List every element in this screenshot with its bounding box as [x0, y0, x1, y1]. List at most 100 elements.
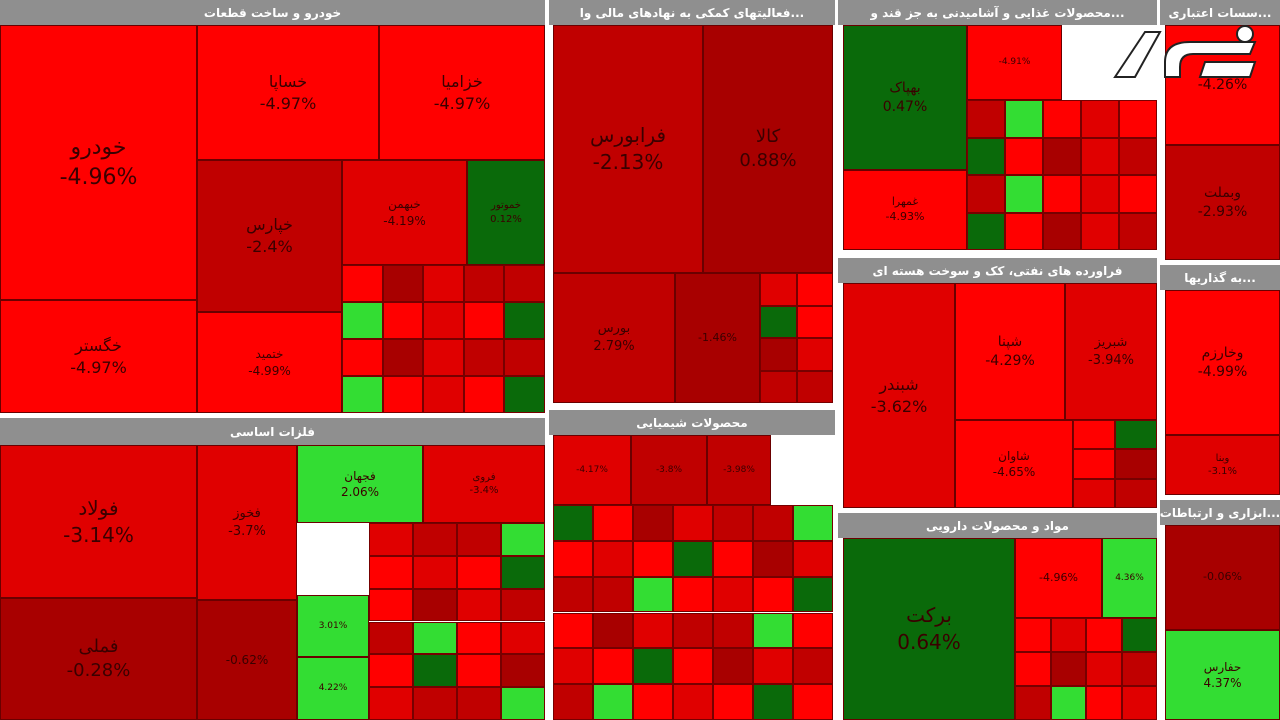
tile: خبهمن -4.19%: [342, 160, 467, 265]
tile-name: خبهمن: [388, 197, 421, 212]
tile: کالا 0.88%: [703, 25, 833, 273]
small-tile: [457, 555, 501, 589]
small-tile: [457, 621, 501, 655]
small-tile: [1043, 137, 1081, 175]
tile: فروی -3.4%: [423, 445, 545, 523]
tile: شبریز -3.94%: [1065, 283, 1157, 420]
sector-header: ...ابزاری و ارتباطات: [1160, 500, 1280, 525]
small-tile: [793, 684, 833, 720]
small-tile: [633, 684, 673, 720]
small-tile: [633, 648, 673, 685]
small-tile: [593, 505, 633, 541]
tile: خساپا -4.97%: [197, 25, 379, 160]
tile-change: -4.17%: [576, 464, 608, 475]
small-tile: [1073, 449, 1115, 479]
small-tile: [753, 505, 793, 541]
tile-change: -4.97%: [259, 93, 317, 113]
small-tile: [423, 265, 464, 302]
tile-change: 0.12%: [490, 213, 522, 225]
small-tile: [1081, 212, 1119, 250]
small-tile: [553, 576, 593, 613]
tile-name: خپارس: [246, 215, 293, 235]
tile: خگستر -4.97%: [0, 300, 197, 413]
small-tile: [342, 302, 383, 339]
tile: ختمید -4.99%: [197, 312, 342, 413]
small-tile: [1115, 449, 1157, 479]
tile-change: 2.06%: [340, 485, 380, 499]
small-tile: [1081, 137, 1119, 175]
sector-header: محصولات شیمیایی: [549, 410, 835, 435]
small-tile: [413, 654, 457, 688]
tile-name: حفارس: [1203, 659, 1242, 674]
tile: شبندر -3.62%: [843, 283, 955, 508]
small-tile: [504, 339, 545, 376]
tile-name: شپنا: [997, 333, 1023, 350]
small-tile: [1119, 137, 1157, 175]
tile-change: 4.22%: [318, 683, 348, 694]
small-tile: [382, 302, 424, 339]
small-tile: [501, 523, 545, 556]
tile: -4.17%: [553, 435, 631, 505]
small-tile: [1050, 686, 1086, 720]
small-tile: [413, 523, 457, 556]
small-tile: [1086, 618, 1122, 652]
small-tile: [593, 648, 633, 685]
small-tile: [1081, 175, 1119, 213]
small-tile: [633, 540, 673, 577]
tile-name: برکت: [906, 603, 952, 627]
small-tile: [760, 338, 797, 371]
small-tile: [1119, 212, 1157, 250]
tile: فرابورس -2.13%: [553, 25, 703, 273]
small-tile: [413, 621, 457, 655]
tile: فخوز -3.7%: [197, 445, 297, 600]
small-tile: [501, 555, 545, 589]
tile-name: فرابورس: [589, 123, 667, 147]
sector-header: ...فعالیتهای کمکی به نهادهای مالی وا: [549, 0, 835, 25]
small-tile: [1015, 652, 1051, 686]
small-tile: [553, 684, 593, 720]
small-tile: [1050, 652, 1086, 686]
small-tile: [793, 505, 833, 541]
tile-name: ختمید: [255, 347, 284, 362]
small-tile: [673, 648, 713, 685]
small-tile: [1073, 420, 1115, 450]
small-tile: [457, 523, 501, 556]
small-tile: [760, 305, 797, 338]
small-tile: [967, 100, 1005, 138]
tile: بورس 2.79%: [553, 273, 675, 403]
tile-change: 4.37%: [1203, 676, 1242, 690]
small-tile: [753, 540, 793, 577]
small-tile: [369, 555, 413, 589]
tile-name: بورس: [597, 321, 631, 337]
tile-change: 0.88%: [739, 150, 797, 171]
small-tile: [553, 612, 593, 649]
tile-change: -4.96%: [59, 164, 138, 190]
small-tile: [753, 612, 793, 649]
sector-header: خودرو و ساخت قطعات: [0, 0, 545, 25]
tile: برکت 0.64%: [843, 538, 1015, 720]
tile-name: شبندر: [879, 374, 919, 394]
small-tile: [501, 588, 545, 622]
small-tile: [457, 687, 501, 720]
tile-name: کالا: [755, 125, 781, 147]
tile-name: خموتور: [491, 200, 521, 211]
small-tile: [1119, 175, 1157, 213]
tile-change: -0.06%: [1203, 570, 1242, 584]
small-tile: [593, 612, 633, 649]
small-tile: [463, 376, 505, 413]
small-tile: [553, 648, 593, 685]
tile-change: -3.98%: [723, 464, 755, 475]
tile-name: وبنا: [1215, 452, 1230, 464]
small-tile: [1005, 137, 1043, 175]
small-tile: [713, 505, 753, 541]
small-tile: [633, 505, 673, 541]
tile: -1.46%: [675, 273, 760, 403]
tile-change: -0.62%: [225, 652, 269, 667]
tile: فولاد -3.14%: [0, 445, 197, 598]
tile-name: فخوز: [233, 505, 261, 521]
tile: وبملت -2.93%: [1165, 145, 1280, 260]
small-tile: [633, 576, 673, 613]
tile: خزامیا -4.97%: [379, 25, 545, 160]
small-tile: [463, 302, 505, 339]
